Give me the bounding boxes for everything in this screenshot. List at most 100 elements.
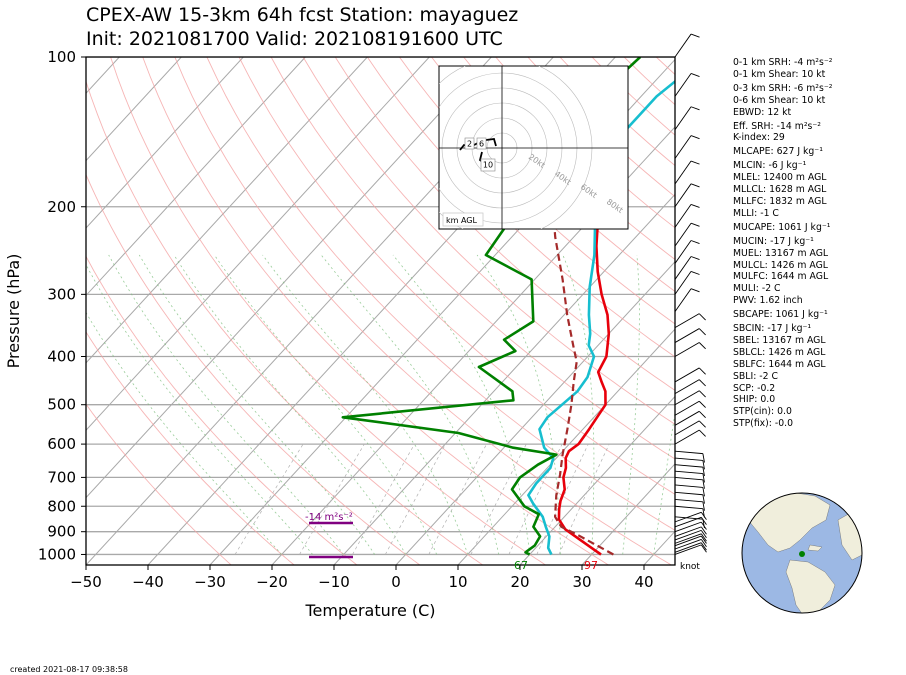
chart-title-line2: Init: 2021081700 Valid: 202108191600 UTC [86,28,503,50]
mixing-ratio-line [428,443,487,555]
wind-barb [674,511,702,523]
mixing-ratio-line [508,443,563,555]
dry-adiabat [86,80,483,565]
index-row: K-index: 29 [733,132,785,144]
index-row: MLLI: -1 C [733,207,779,219]
wind-barb [674,535,702,547]
index-row: STP(fix): -0.0 [733,418,794,430]
index-row: MULFC: 1644 m AGL [733,271,829,283]
moist-adiabat [138,254,376,555]
wind-barb [674,491,703,496]
mixing-ratio-line [234,443,304,555]
mixing-ratio-line [352,443,415,555]
x-tick-label: −40 [132,573,164,591]
x-tick-label: 40 [634,573,653,591]
dry-adiabat [86,255,358,565]
wind-barb [674,135,692,159]
index-row: SBEL: 13167 m AGL [733,334,826,346]
mixing-ratio-line [470,443,527,555]
wind-barb [674,73,692,97]
index-row: SHIP: 0.0 [733,394,776,406]
index-row: SBCIN: -17 J kg⁻¹ [733,323,812,335]
created-timestamp: created 2021-08-17 09:38:58 [10,665,128,674]
isotherm-line [86,57,182,162]
wind-barb [674,542,702,553]
index-row: MLLFC: 1832 m AGL [733,195,827,207]
y-tick-label: 300 [47,285,76,303]
dry-adiabat [86,331,295,565]
y-tick-label: 400 [47,348,76,366]
index-row: 0-3 km SRH: -6 m²s⁻² [733,82,833,94]
index-row: MLLCL: 1628 m AGL [733,184,827,196]
isotherm-line [86,57,492,499]
wind-barb [674,106,692,130]
y-tick-label: 1000 [38,545,76,563]
isotherm-line [86,57,430,431]
surface-temp-label: 97 [584,559,598,572]
y-tick-label: 100 [47,48,76,66]
isotherm-line [457,328,675,565]
wind-barb [674,457,703,461]
wind-barb [674,288,692,312]
isotherm-line [271,126,675,565]
hodograph-height-label: 10 [483,161,493,170]
parcel-trace [549,96,614,556]
y-tick-label: 200 [47,198,76,216]
wind-barb [674,313,700,329]
y-tick-label: 900 [47,523,76,541]
moist-adiabat [86,311,282,555]
x-tick-label: −50 [70,573,102,591]
wind-barb [674,240,692,264]
wind-barb [674,516,703,520]
index-row: 0-1 km SRH: -4 m²s⁻² [733,57,833,68]
wind-barb [674,464,703,468]
x-tick-label: 20 [510,573,529,591]
x-tick-label: 30 [572,573,591,591]
x-tick-label: −30 [194,573,226,591]
wind-barb [674,476,703,481]
index-row: SBLCL: 1426 m AGL [733,346,826,358]
index-row: MUCAPE: 1061 J kg⁻¹ [733,221,831,233]
y-tick-label: 500 [47,396,76,414]
dry-adiabat [110,57,546,565]
dry-adiabat [270,57,675,460]
index-row: SBLI: -2 C [733,370,779,382]
srh-label: -14 m²s⁻² [305,512,353,523]
mixing-ratio-line [384,443,446,555]
wind-barb [674,367,700,383]
index-row: MUCIN: -17 J kg⁻¹ [733,235,814,247]
dry-adiabat [334,57,675,391]
isotherm-line [86,57,368,364]
mixing-ratio-line [536,443,589,555]
wind-barb [674,33,692,58]
dry-adiabat [142,57,609,565]
wind-unit-label: knot [680,562,700,572]
dry-adiabat [86,173,421,565]
wind-barb [674,505,703,510]
wind-barb [674,328,700,343]
isotherm-line [86,57,306,297]
index-row: PWV: 1.62 inch [733,295,803,307]
isotherm-line [581,463,675,565]
station-marker [799,551,805,557]
index-row: 0-1 km Shear: 10 kt [733,68,826,80]
moist-adiabat [392,254,531,555]
x-tick-label: 10 [448,573,467,591]
y-tick-label: 700 [47,468,76,486]
dry-adiabat [302,57,675,425]
x-tick-label: 0 [391,573,401,591]
y-tick-label: 600 [47,435,76,453]
index-row: MLCAPE: 627 J kg⁻¹ [733,146,823,158]
moist-adiabat [562,254,595,555]
index-row: MLCIN: -6 J kg⁻¹ [733,160,807,172]
x-tick-label: −20 [256,573,288,591]
chart-title-line1: CPEX-AW 15-3km 64h fcst Station: mayague… [86,4,519,26]
wind-barb [674,498,703,503]
index-row: MULCL: 1426 m AGL [733,259,828,271]
wind-barb [674,521,702,533]
index-row: Eff. SRH: -14 m²s⁻² [733,120,822,132]
wind-barb [674,271,692,295]
isotherm-line [519,395,675,565]
hodograph-caption: km AGL [446,216,478,225]
dry-adiabat [431,57,675,292]
